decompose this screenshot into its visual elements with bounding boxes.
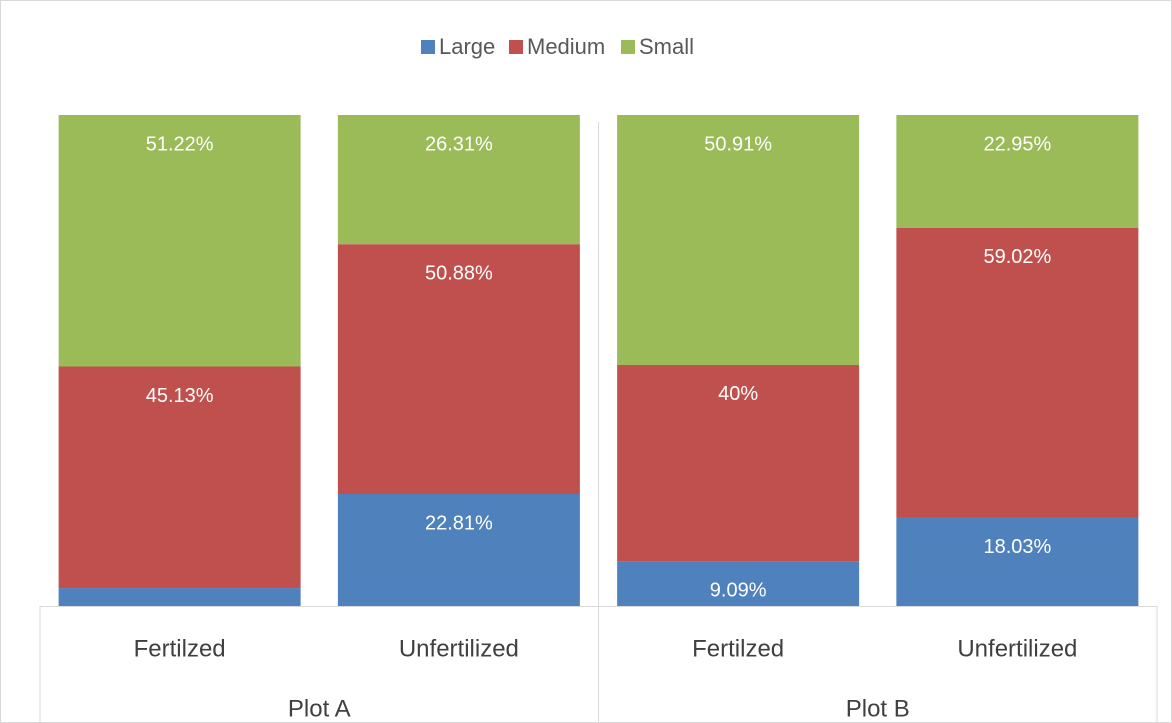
data-label: 3.65% (151, 606, 208, 628)
data-label: 40% (718, 383, 758, 405)
group-label: Plot B (846, 695, 910, 722)
bar-segment (896, 517, 1139, 606)
x-tick-label: Fertilzed (692, 635, 784, 662)
data-label: 50.91% (704, 133, 772, 155)
data-label: 51.22% (146, 133, 214, 155)
legend-swatch (621, 40, 635, 54)
bar-segment (58, 366, 301, 589)
bar-segment (337, 494, 580, 606)
legend-swatch (421, 40, 435, 54)
data-label: 22.95% (983, 133, 1051, 155)
data-label: 45.13% (146, 385, 214, 407)
bar-segment (337, 244, 580, 495)
group-label: Plot A (288, 695, 351, 722)
data-label: 9.09% (710, 580, 767, 602)
bar-segment (896, 115, 1139, 228)
bar-segment (58, 588, 301, 606)
legend-label: Medium (527, 34, 605, 59)
legend-label: Small (639, 34, 694, 59)
data-label: 22.81% (425, 512, 493, 534)
bar-segment (896, 227, 1139, 518)
bar-segment (337, 115, 580, 245)
bar-segment (58, 115, 301, 367)
legend-swatch (509, 40, 523, 54)
data-label: 50.88% (425, 262, 493, 284)
data-label: 59.02% (983, 246, 1051, 268)
x-tick-label: Fertilzed (134, 635, 226, 662)
bar-segment (617, 115, 860, 365)
legend-label: Large (439, 34, 495, 59)
data-label: 18.03% (983, 536, 1051, 558)
bar-segment (617, 364, 860, 562)
data-label: 26.31% (425, 133, 493, 155)
bar-segment (617, 561, 860, 606)
x-tick-label: Unfertilized (399, 635, 519, 662)
x-tick-label: Unfertilized (957, 635, 1077, 662)
